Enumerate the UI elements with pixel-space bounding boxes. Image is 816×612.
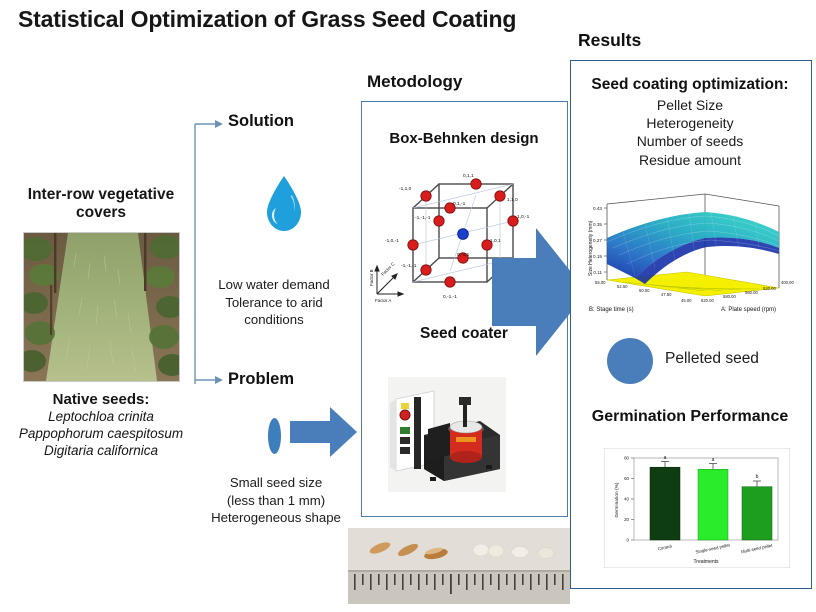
surface-ztick: 0.19 — [593, 254, 602, 259]
svg-text:580.00: 580.00 — [723, 294, 736, 299]
svg-text:47.50: 47.50 — [661, 292, 672, 297]
vineyard-inter-row-photo — [22, 231, 180, 382]
response-surface-chart: 0.43 0.35 0.27 0.19 0.11 55.00 52.50 50.… — [583, 192, 801, 322]
species-name: Leptochloa crinita — [48, 408, 154, 424]
inter-row-covers-heading: Inter-row vegetative covers — [27, 186, 175, 222]
water-drop-glyph — [267, 176, 301, 231]
bare-and-pelleted-seeds-ruler-photo — [348, 528, 570, 604]
solution-line: Low water demand — [218, 277, 330, 292]
optimization-item: Pellet Size — [656, 97, 724, 113]
bar-multi-seed-pellet — [741, 486, 773, 541]
svg-text:50.00: 50.00 — [639, 288, 650, 293]
germ-xtick: Control — [657, 544, 672, 552]
svg-text:620.00: 620.00 — [701, 298, 714, 303]
vineyard-photo-graphic — [23, 232, 179, 381]
surface-ztick: 0.43 — [593, 206, 602, 211]
surface-ylabel: B: Stage time (s) — [589, 307, 634, 313]
svg-text:0,1,1: 0,1,1 — [463, 173, 474, 179]
methodology-heading: Metodology — [367, 72, 463, 91]
sig-letter: a — [664, 455, 667, 461]
germ-ytick: 60 — [624, 476, 629, 481]
svg-text:1,0,-1: 1,0,-1 — [517, 214, 530, 220]
solution-line: Tolerance to arid — [225, 294, 323, 310]
svg-text:-1,-1,-1: -1,-1,-1 — [401, 263, 417, 269]
solution-line: conditions — [244, 312, 304, 328]
svg-text:45.00: 45.00 — [681, 298, 692, 303]
germ-ytick: 20 — [624, 517, 629, 522]
optimization-item: Number of seeds — [636, 133, 744, 150]
results-heading: Results — [578, 30, 642, 50]
cube-center-point — [457, 228, 469, 240]
germination-bar-chart: 0 20 40 60 80 a a b Control Single-seed … — [603, 447, 791, 569]
pelleted-seed-label: Pelleted seed — [665, 350, 759, 367]
methodology-to-results-arrow-icon — [492, 228, 588, 356]
species-name: Pappophorum caespitosum — [18, 425, 184, 441]
problem-heading: Problem — [228, 370, 295, 388]
svg-text:-1,-1,-1: -1,-1,-1 — [415, 215, 431, 221]
branch-connector-lines — [194, 120, 223, 384]
svg-text:0,-1,1: 0,-1,1 — [457, 252, 470, 258]
svg-text:560.00: 560.00 — [745, 290, 758, 295]
seed-coating-optimization-title: Seed coating optimization: — [591, 76, 789, 93]
surface-zlabel: Size Heterogeneity (mm) — [588, 220, 594, 276]
svg-text:55.00: 55.00 — [595, 280, 606, 285]
svg-text:400.00: 400.00 — [781, 280, 794, 285]
seed-strip-graphic — [348, 528, 570, 604]
problem-line: Heterogeneous shape — [211, 510, 341, 526]
bar-control — [649, 466, 681, 541]
pelleted-seed-icon — [607, 338, 653, 384]
problem-to-methodology-arrow-icon — [290, 404, 358, 460]
big-blue-arrow-glyph — [492, 228, 587, 356]
problem-description: Small seed size (less than 1 mm) Heterog… — [196, 474, 356, 527]
box-behnken-cube-diagram: Factor B Factor A Factor C 0,1,1 -1,1,0 … — [367, 168, 563, 308]
germ-ylabel: Germination (%) — [614, 482, 620, 517]
germ-xlabel: Treatments — [693, 559, 719, 565]
svg-text:52.50: 52.50 — [617, 284, 628, 289]
surface-ztick: 0.27 — [593, 238, 602, 243]
svg-text:Factor C: Factor C — [380, 261, 395, 276]
svg-text:520.00: 520.00 — [763, 286, 776, 291]
surface-ztick: 0.35 — [593, 222, 602, 227]
solution-heading: Solution — [228, 112, 294, 130]
svg-text:-1,1,0: -1,1,0 — [399, 186, 412, 192]
problem-line: (less than 1 mm) — [226, 492, 326, 508]
page-title: Statistical Optimization of Grass Seed C… — [18, 6, 517, 32]
surface-xlabel: A: Plate speed (rpm) — [721, 307, 776, 313]
svg-text:Factor B: Factor B — [369, 269, 374, 286]
svg-text:0,1,-1: 0,1,-1 — [453, 201, 466, 207]
germ-xtick: Multi-seed pellet — [741, 543, 774, 555]
svg-text:0,-1,-1: 0,-1,-1 — [443, 294, 457, 300]
germ-ytick: 80 — [624, 456, 629, 461]
branch-connector — [193, 120, 223, 388]
optimization-items-list: Pellet Size Heterogeneity Number of seed… — [576, 96, 804, 169]
seed-coater-graphic — [388, 377, 506, 492]
inter-row-covers-section: Inter-row vegetative covers — [6, 186, 196, 459]
surface-ztick: 0.11 — [593, 270, 602, 275]
bare-seed-icon — [268, 418, 281, 454]
seed-coater-title: Seed coater — [420, 325, 508, 342]
solution-description: Low water demand Tolerance to arid condi… — [198, 276, 350, 329]
svg-text:1,0,1: 1,0,1 — [490, 238, 501, 244]
species-name: Digitaria californica — [43, 442, 159, 458]
svg-text:-1,0,-1: -1,0,-1 — [385, 238, 399, 244]
box-behnken-title: Box-Behnken design — [389, 130, 539, 147]
sig-letter: a — [712, 457, 715, 463]
small-blue-arrow-glyph — [290, 407, 357, 457]
optimization-item: Heterogeneity — [646, 115, 734, 132]
sig-letter: b — [756, 474, 759, 480]
box-behnken-cube-graphic: Factor B Factor A Factor C 0,1,1 -1,1,0 … — [369, 173, 530, 303]
water-drop-icon — [263, 175, 305, 233]
svg-text:1,1,0: 1,1,0 — [507, 197, 518, 203]
svg-text:Factor A: Factor A — [375, 298, 391, 303]
optimization-item: Residue amount — [639, 151, 741, 168]
response-surface-graphic: 0.43 0.35 0.27 0.19 0.11 55.00 52.50 50.… — [583, 192, 801, 322]
germ-ytick: 40 — [624, 497, 629, 502]
native-seeds-title: Native seeds: — [52, 390, 150, 408]
germination-performance-title: Germination Performance — [591, 408, 789, 425]
problem-line: Small seed size — [229, 475, 323, 490]
seed-coater-photo — [388, 377, 506, 492]
bar-single-seed-pellet — [697, 469, 729, 541]
germination-bar-chart-graphic: 0 20 40 60 80 a a b Control Single-seed … — [603, 447, 791, 569]
germ-ytick: 0 — [627, 538, 630, 543]
